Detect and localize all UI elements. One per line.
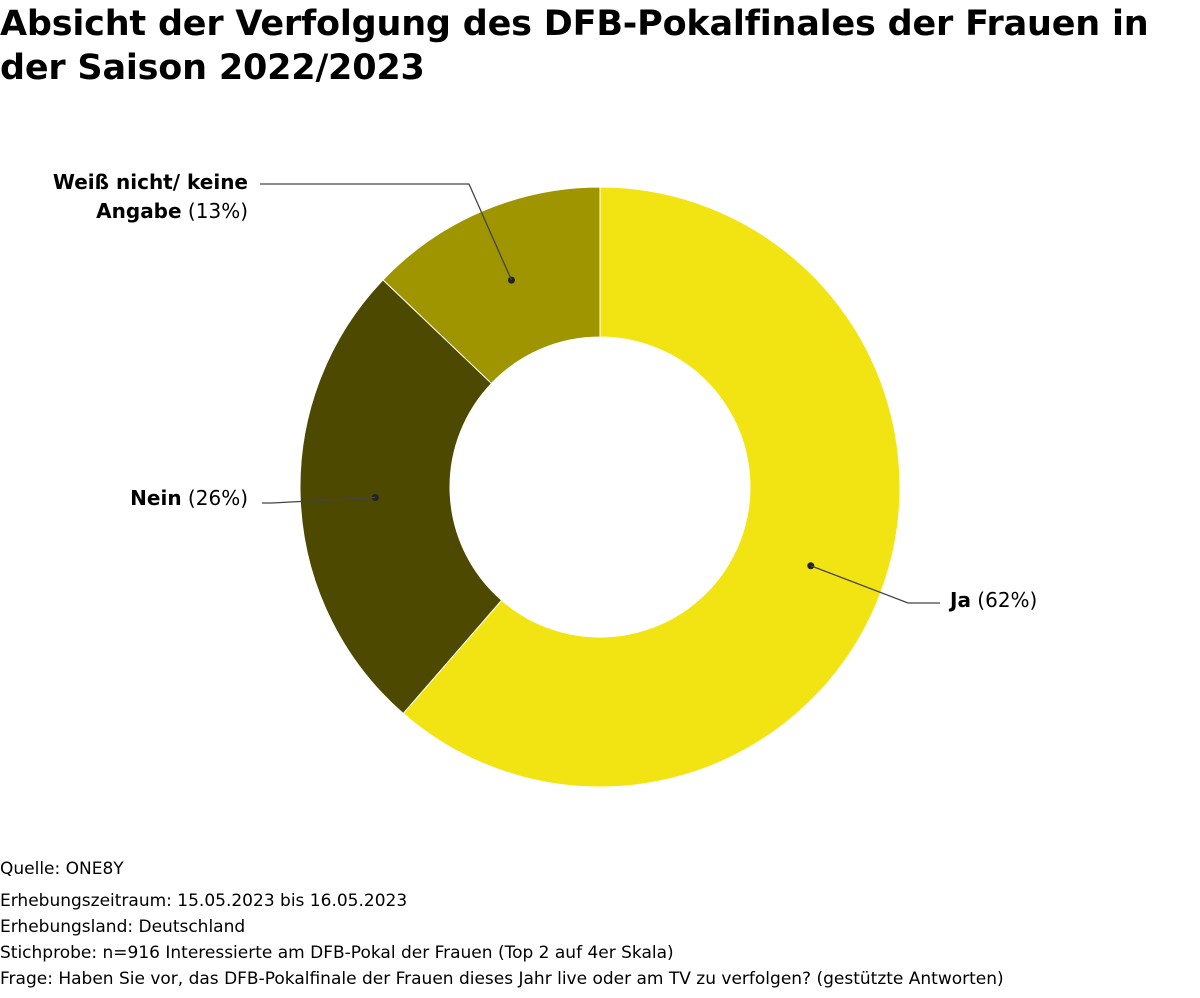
chart-title: Absicht der Verfolgung des DFB-Pokalfina… — [0, 4, 1149, 88]
leader-line-ja — [810, 565, 940, 604]
source-note: Quelle: ONE8Y — [0, 859, 124, 879]
donut-slices — [299, 186, 901, 788]
survey-country: Erhebungsland: Deutschland — [0, 917, 246, 937]
label-nein: Nein (26%) — [130, 486, 248, 510]
slice-wei-nicht-keine-angabe — [382, 186, 601, 385]
leader-line-wei-nicht-keine-angabe — [260, 183, 513, 281]
slice-labels: Ja (62%) Nein (26%) Weiß nicht/ keine Angab… — [53, 170, 1037, 612]
leader-line-nein — [262, 496, 376, 504]
slice-nein — [299, 279, 503, 715]
label-wei-nicht-keine-angabe: Weiß nicht/ keine Angabe (13%) — [53, 170, 248, 223]
question-note: Frage: Haben Sie vor, das DFB-Pokalfinal… — [0, 969, 1004, 989]
slice-ja — [402, 186, 901, 788]
survey-period: Erhebungszeitraum: 15.05.2023 bis 16.05.… — [0, 891, 408, 911]
leader-lines — [260, 183, 940, 604]
chart-footer: Quelle: ONE8Y Erhebungszeitraum: 15.05.2… — [0, 856, 1004, 992]
label-ja: Ja (62%) — [948, 588, 1037, 612]
sample-note: Stichprobe: n=916 Interessierte am DFB-P… — [0, 943, 674, 963]
